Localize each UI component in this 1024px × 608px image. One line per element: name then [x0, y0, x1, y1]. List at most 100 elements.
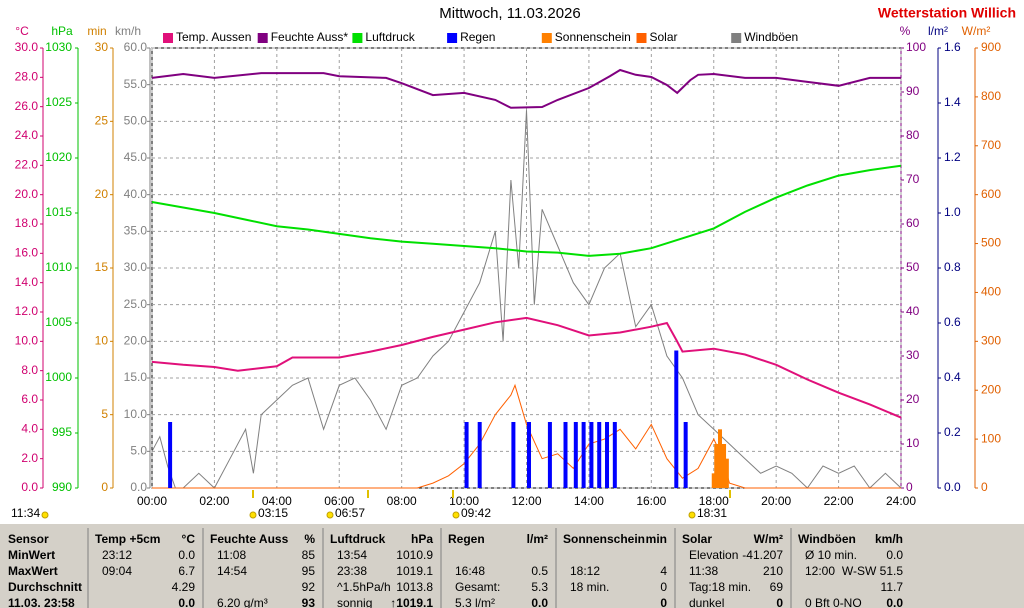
- x-tick-label: 16:00: [636, 494, 666, 508]
- cell-label: 09:04: [102, 564, 132, 578]
- axis-unit: hPa: [51, 24, 73, 38]
- y-tick-label: 60: [906, 216, 920, 230]
- y-tick-label: 24.0: [15, 128, 39, 142]
- legend-swatch: [163, 33, 173, 43]
- table-header: Temp +5cm: [95, 532, 160, 546]
- y-tick-label: 40.0: [124, 187, 148, 201]
- cell-label: Gesamt:: [455, 580, 500, 594]
- legend-swatch: [541, 33, 552, 43]
- series-line: [151, 316, 902, 419]
- x-tick-label: 06:00: [324, 494, 354, 508]
- station-name: Wetterstation Willich: [878, 5, 1016, 21]
- sun-icon: [326, 511, 334, 519]
- y-tick-label: 8.0: [21, 363, 38, 377]
- legend-label: Regen: [460, 30, 495, 44]
- legend-swatch: [447, 33, 458, 43]
- cell-value: 93: [302, 596, 316, 608]
- y-tick-label: 12.0: [15, 304, 39, 318]
- legend-swatch: [352, 33, 363, 43]
- y-tick-label: 90: [906, 84, 920, 98]
- cell-value: 95: [302, 564, 316, 578]
- y-tick-label: 25: [95, 114, 109, 128]
- y-tick-label: 6.0: [21, 392, 38, 406]
- cell-value: 4.29: [172, 580, 196, 594]
- y-tick-label: 30.0: [15, 40, 39, 54]
- y-tick-label: 50: [906, 260, 920, 274]
- bar: [674, 350, 679, 488]
- cell-value: 0: [776, 596, 783, 608]
- sun-icon: [249, 511, 257, 519]
- bar: [683, 422, 688, 488]
- cell-value: 0.0: [178, 548, 195, 562]
- series-line: [151, 110, 902, 489]
- cell-value: 6.7: [178, 564, 195, 578]
- cell-value: W-SW 51.5: [842, 564, 903, 578]
- legend-swatch: [636, 33, 647, 43]
- y-tick-label: 100: [906, 40, 926, 54]
- y-tick-label: 15.0: [124, 370, 148, 384]
- series-line: [151, 68, 901, 109]
- y-tick-label: 700: [981, 138, 1001, 152]
- bar: [589, 422, 594, 488]
- cell-value: 210: [763, 564, 783, 578]
- y-tick-label: 30: [95, 40, 109, 54]
- row-label: 11.03. 23:58: [8, 596, 75, 608]
- legend-label: Sonnenschein: [555, 30, 631, 44]
- cell-value: 0.0: [886, 548, 903, 562]
- axis-unit: %: [900, 24, 911, 38]
- row-label: MaxWert: [8, 564, 58, 578]
- x-tick-label: 02:00: [199, 494, 229, 508]
- y-tick-label: 0.0: [21, 480, 38, 494]
- cell-value: -41.207: [742, 548, 783, 562]
- cell-label: ^1.5hPa/h: [337, 580, 391, 594]
- bar: [477, 422, 482, 488]
- y-tick-label: 1010: [45, 260, 72, 274]
- cell-value: 0: [660, 580, 667, 594]
- cell-value: 0.5: [531, 564, 548, 578]
- y-tick-label: 990: [52, 480, 72, 494]
- x-tick-label: 20:00: [761, 494, 791, 508]
- bar: [563, 422, 568, 488]
- cell-label: 12:00: [805, 564, 835, 578]
- y-tick-label: 14.0: [15, 275, 39, 289]
- table-header-unit: W/m²: [754, 532, 783, 546]
- cell-value: 0.0: [886, 596, 903, 608]
- axis-unit: min: [87, 24, 106, 38]
- y-tick-label: 5: [101, 407, 108, 421]
- table-header-unit: %: [304, 532, 315, 546]
- cell-value: 4: [660, 564, 667, 578]
- y-tick-label: 1.0: [944, 205, 961, 219]
- axis-unit: W/m²: [962, 24, 991, 38]
- legend-swatch: [257, 33, 268, 43]
- bar: [605, 422, 610, 488]
- y-tick-label: 30: [906, 348, 920, 362]
- cell-value: 5.3: [531, 580, 548, 594]
- cell-value: 1013.8: [396, 580, 433, 594]
- y-tick-label: 0: [981, 480, 988, 494]
- y-tick-label: 500: [981, 236, 1001, 250]
- y-tick-label: 10.0: [15, 334, 39, 348]
- table-header-unit: °C: [182, 532, 196, 546]
- bar: [526, 422, 531, 488]
- cell-label: 23:38: [337, 564, 367, 578]
- table-background: [0, 524, 1024, 608]
- y-tick-label: 70: [906, 172, 920, 186]
- legend-label: Temp. Aussen: [176, 30, 251, 44]
- y-tick-label: 1.4: [944, 95, 961, 109]
- annotation: 11:34: [11, 506, 40, 520]
- table-header: Feuchte Auss: [210, 532, 289, 546]
- sun-icon: [688, 511, 696, 519]
- annotation: 18:31: [697, 506, 727, 520]
- x-tick-label: 18:00: [699, 494, 729, 508]
- cell-value: 0.0: [178, 596, 195, 608]
- y-tick-label: 10.0: [124, 407, 148, 421]
- legend-label: Solar: [650, 30, 678, 44]
- table-header: Luftdruck: [330, 532, 386, 546]
- y-tick-label: 30.0: [124, 260, 148, 274]
- y-tick-label: 40: [906, 304, 920, 318]
- y-tick-label: 10: [95, 334, 109, 348]
- cell-label: 14:54: [217, 564, 247, 578]
- bar: [597, 422, 602, 488]
- chart-title: Mittwoch, 11.03.2026: [439, 5, 580, 22]
- table-header: Sonnenschein: [563, 532, 645, 546]
